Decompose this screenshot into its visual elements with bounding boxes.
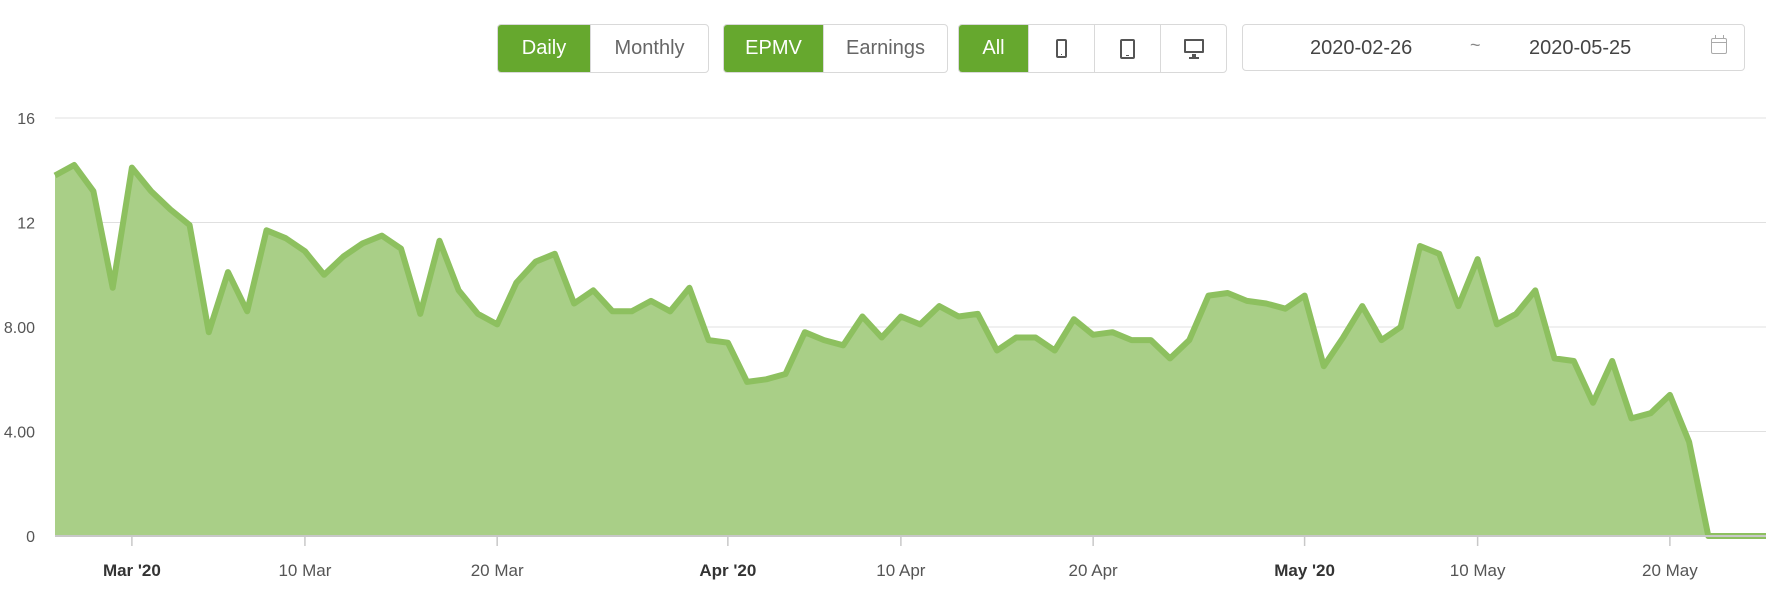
device-toggle: All bbox=[958, 24, 1227, 73]
earnings-button[interactable]: Earnings bbox=[846, 37, 925, 59]
epmv-area bbox=[55, 165, 1766, 536]
y-axis-labels: 0 4.00 8.00 12 16 bbox=[4, 111, 35, 546]
x-tick-label: Mar '20 bbox=[103, 561, 161, 580]
date-range-picker[interactable]: 2020-02-26 ~ 2020-05-25 bbox=[1242, 24, 1745, 71]
x-tick-label: 20 Mar bbox=[471, 561, 524, 580]
phone-icon bbox=[1056, 39, 1067, 58]
calendar-icon[interactable] bbox=[1711, 35, 1727, 54]
y-tick-label: 8.00 bbox=[4, 320, 35, 337]
y-tick-label: 16 bbox=[17, 111, 35, 128]
toolbar: Daily Monthly EPMV Earnings All 2020-02-… bbox=[0, 24, 1772, 73]
monthly-button[interactable]: Monthly bbox=[614, 37, 685, 59]
y-tick-label: 12 bbox=[17, 216, 35, 233]
x-axis: Mar '20 10 Mar 20 Mar Apr '20 10 Apr 20 Apr Ma… bbox=[103, 536, 1698, 580]
desktop-icon bbox=[1183, 38, 1204, 59]
end-date[interactable]: 2020-05-25 bbox=[1529, 37, 1632, 59]
epmv-line bbox=[53, 162, 1766, 539]
y-tick-label: 4.00 bbox=[4, 425, 35, 442]
x-tick-label: 20 Apr bbox=[1069, 561, 1118, 580]
x-tick-label: 10 May bbox=[1450, 561, 1506, 580]
metric-toggle: EPMV Earnings bbox=[723, 24, 948, 73]
desktop-button[interactable] bbox=[1161, 25, 1226, 72]
all-devices-button[interactable]: All bbox=[959, 25, 1029, 72]
date-separator: ~ bbox=[1470, 35, 1481, 55]
start-date[interactable]: 2020-02-26 bbox=[1310, 37, 1413, 59]
y-tick-label: 0 bbox=[26, 529, 35, 546]
daily-button[interactable]: Daily bbox=[498, 25, 591, 72]
period-toggle: Daily Monthly bbox=[497, 24, 709, 73]
epmv-button[interactable]: EPMV bbox=[724, 25, 824, 72]
x-tick-label: 20 May bbox=[1642, 561, 1698, 580]
x-tick-label: 10 Mar bbox=[278, 561, 331, 580]
x-tick-label: 10 Apr bbox=[876, 561, 925, 580]
mobile-button[interactable] bbox=[1029, 25, 1095, 72]
x-tick-label: May '20 bbox=[1274, 561, 1335, 580]
tablet-icon bbox=[1120, 38, 1135, 59]
x-tick-label: Apr '20 bbox=[699, 561, 756, 580]
tablet-button[interactable] bbox=[1095, 25, 1161, 72]
